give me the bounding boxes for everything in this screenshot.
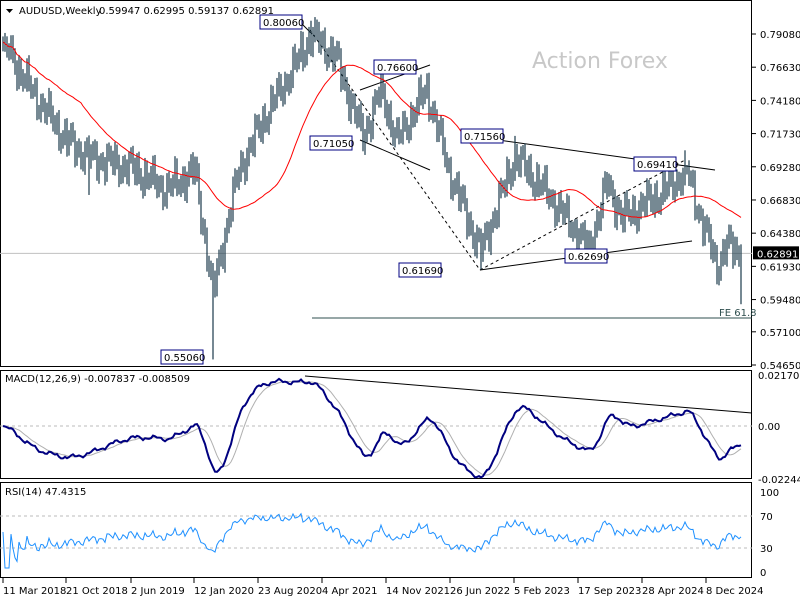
macd-tick-label: 0.021701 bbox=[758, 371, 800, 382]
last-price-badge bbox=[753, 246, 799, 260]
fe-label: FE 61.8 bbox=[719, 308, 757, 319]
last-price-label: 0.62891 bbox=[757, 249, 798, 260]
x-tick-label: 2 Jun 2019 bbox=[131, 586, 185, 597]
rsi-tick-label: 0 bbox=[760, 568, 766, 579]
price-label: 0.71050 bbox=[313, 139, 354, 150]
price-label-box bbox=[460, 128, 504, 144]
symbol-timeframe: AUDUSD,Weekly bbox=[19, 6, 102, 17]
y-tick-label: 0.54650 bbox=[760, 361, 800, 372]
macd-line bbox=[2, 377, 742, 479]
y-tick-label: 0.57100 bbox=[760, 328, 800, 339]
x-tick-label: 8 Dec 2024 bbox=[706, 586, 764, 597]
dashed-trendline-up bbox=[479, 159, 686, 271]
price-label-box bbox=[309, 135, 353, 151]
y-tick-label: 0.74180 bbox=[760, 96, 800, 107]
price-label: 0.80060 bbox=[263, 18, 304, 29]
ohlc-values: 0.59947 0.62995 0.59137 0.62891 bbox=[99, 6, 274, 17]
price-label: 0.76600 bbox=[377, 63, 418, 74]
rsi-tick-label: 100 bbox=[760, 488, 779, 499]
x-tick-label: 4 Apr 2021 bbox=[322, 586, 377, 597]
chart-header: AUDUSD,Weekly 0.59947 0.62995 0.59137 0.… bbox=[6, 6, 274, 17]
price-label-box bbox=[373, 59, 417, 75]
x-tick-label: 12 Jan 2020 bbox=[194, 586, 254, 597]
rsi-tick-label: 70 bbox=[760, 512, 773, 523]
channel-upper-line bbox=[359, 64, 431, 91]
price-label-box bbox=[398, 262, 442, 278]
x-tick-label: 23 Aug 2020 bbox=[258, 586, 322, 597]
price-label: 0.71560 bbox=[464, 132, 505, 143]
y-tick-label: 0.59480 bbox=[760, 296, 800, 307]
price-label: 0.69410 bbox=[637, 160, 678, 171]
y-tick-label: 0.79080 bbox=[760, 30, 800, 41]
macd-tick-label: 0.00 bbox=[758, 422, 780, 433]
x-tick-label: 17 Sep 2023 bbox=[578, 586, 641, 597]
y-tick-label: 0.61930 bbox=[760, 262, 800, 273]
dropdown-arrow-icon[interactable] bbox=[6, 9, 13, 13]
rsi-panel bbox=[0, 482, 752, 578]
rsi-line bbox=[2, 512, 742, 569]
y-tick-label: 0.64380 bbox=[760, 229, 800, 240]
macd-panel bbox=[0, 370, 752, 479]
rsi-tick-label: 30 bbox=[760, 544, 773, 555]
channel-lower-line bbox=[359, 139, 431, 171]
macd-tick-label: -0.022445 bbox=[758, 475, 800, 486]
x-tick-label: 26 Jun 2022 bbox=[450, 586, 510, 597]
price-label: 0.61690 bbox=[402, 266, 443, 277]
rsi-title: RSI(14) 47.4315 bbox=[5, 487, 86, 498]
price-label-box bbox=[564, 248, 608, 264]
x-tick-label: 28 Apr 2024 bbox=[642, 586, 704, 597]
price-label-box bbox=[259, 14, 303, 30]
macd-trendline bbox=[304, 375, 753, 414]
y-tick-label: 0.69280 bbox=[760, 163, 800, 174]
price-label: 0.55060 bbox=[164, 353, 205, 364]
price-label-box bbox=[633, 156, 677, 172]
y-tick-label: 0.66830 bbox=[760, 196, 800, 207]
price-panel bbox=[0, 0, 752, 367]
price-label: 0.62690 bbox=[568, 252, 609, 263]
moving-average-line bbox=[2, 41, 742, 219]
x-tick-label: 21 Oct 2018 bbox=[66, 586, 128, 597]
x-tick-label: 5 Feb 2023 bbox=[514, 586, 570, 597]
y-tick-label: 0.71730 bbox=[760, 130, 800, 141]
macd-title: MACD(12,26,9) -0.007837 -0.008509 bbox=[5, 374, 190, 385]
x-tick-label: 11 Mar 2018 bbox=[3, 586, 66, 597]
x-tick-label: 14 Nov 2021 bbox=[386, 586, 450, 597]
y-tick-label: 0.76630 bbox=[760, 63, 800, 74]
price-label-box bbox=[160, 349, 204, 365]
watermark: Action Forex bbox=[532, 49, 668, 74]
